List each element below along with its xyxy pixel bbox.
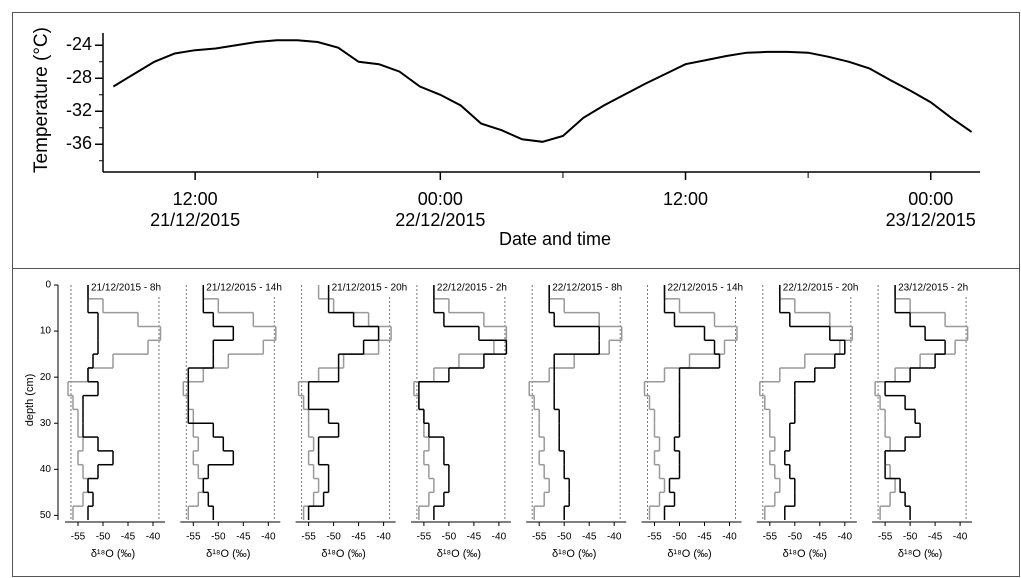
panel-title: 21/12/2015 - 20h <box>332 283 408 294</box>
x-tick-label: -50 <box>96 532 111 543</box>
x-tick-label: -50 <box>788 532 803 543</box>
panel-title: 21/12/2015 - 8h <box>91 283 161 294</box>
x-tick-label: -40 <box>607 532 622 543</box>
y-tick-label: -24 <box>66 34 92 54</box>
x-tick-label: -50 <box>211 532 226 543</box>
x-tick-label: 22/12/2015 <box>395 210 485 230</box>
panel-title: 23/12/2015 - 2h <box>898 283 968 294</box>
y-axis-title: depth (cm) <box>24 374 36 427</box>
x-tick-label: -45 <box>697 532 712 543</box>
x-tick-label: -40 <box>261 532 276 543</box>
x-tick-label: -40 <box>722 532 737 543</box>
x-tick-label: 21/12/2015 <box>150 210 240 230</box>
x-tick-label: -55 <box>417 532 432 543</box>
x-tick-label: -50 <box>326 532 341 543</box>
x-tick-label: 23/12/2015 <box>886 210 976 230</box>
y-tick-label: -32 <box>66 100 92 120</box>
x-tick-label: -40 <box>838 532 853 543</box>
x-tick-label: -45 <box>928 532 943 543</box>
panel-title: 22/12/2015 - 20h <box>783 283 859 294</box>
y-tick-label: 30 <box>40 418 52 429</box>
x-tick-label: -50 <box>903 532 918 543</box>
y-tick-label: 20 <box>40 372 52 383</box>
panel-title: 22/12/2015 - 2h <box>437 283 507 294</box>
y-tick-label: 10 <box>40 326 52 337</box>
x-tick-label: -45 <box>813 532 828 543</box>
title-bg <box>780 282 857 295</box>
x-tick-label: -55 <box>647 532 662 543</box>
x-tick-label: -50 <box>442 532 457 543</box>
x-tick-label: 00:00 <box>418 189 463 209</box>
title-bg <box>434 282 511 295</box>
title-bg <box>550 282 627 295</box>
x-axis-title: δ¹⁸O (‰) <box>321 548 365 560</box>
x-axis-title: δ¹⁸O (‰) <box>206 548 250 560</box>
bottom-frame <box>12 268 1020 577</box>
x-tick-label: -55 <box>532 532 547 543</box>
x-axis-title: δ¹⁸O (‰) <box>91 548 135 560</box>
x-tick-label: -55 <box>878 532 893 543</box>
x-axis-title: δ¹⁸O (‰) <box>437 548 481 560</box>
x-tick-label: -50 <box>672 532 687 543</box>
y-tick-label: 50 <box>40 510 52 521</box>
x-axis-title: δ¹⁸O (‰) <box>552 548 596 560</box>
title-bg <box>329 282 406 295</box>
x-tick-label: -45 <box>351 532 366 543</box>
y-tick-label: -36 <box>66 133 92 153</box>
title-bg <box>204 282 281 295</box>
x-tick-label: -50 <box>557 532 572 543</box>
title-bg <box>896 282 973 295</box>
y-tick-label: -28 <box>66 67 92 87</box>
x-tick-label: 00:00 <box>908 189 953 209</box>
x-tick-label: -40 <box>492 532 507 543</box>
y-axis-title: Temperature (°C) <box>31 27 52 173</box>
x-axis-title: δ¹⁸O (‰) <box>898 548 942 560</box>
x-tick-label: -40 <box>953 532 968 543</box>
x-axis-title: δ¹⁸O (‰) <box>783 548 827 560</box>
x-tick-label: -45 <box>121 532 136 543</box>
x-tick-label: -55 <box>763 532 778 543</box>
x-tick-label: -55 <box>301 532 316 543</box>
x-axis-title: δ¹⁸O (‰) <box>667 548 711 560</box>
panel-title: 22/12/2015 - 14h <box>668 283 744 294</box>
x-tick-label: -45 <box>236 532 251 543</box>
title-bg <box>89 282 165 295</box>
x-tick-label: 12:00 <box>663 189 708 209</box>
temperature-line <box>112 39 973 143</box>
x-tick-label: -45 <box>467 532 482 543</box>
x-tick-label: 12:00 <box>173 189 218 209</box>
y-tick-label: 40 <box>40 464 52 475</box>
panel-title: 21/12/2015 - 14h <box>206 283 282 294</box>
y-tick-label: 0 <box>45 280 51 291</box>
x-tick-label: -55 <box>71 532 86 543</box>
x-tick-label: -40 <box>146 532 161 543</box>
x-tick-label: -45 <box>582 532 597 543</box>
x-tick-label: -40 <box>376 532 391 543</box>
x-axis-title: Date and time <box>499 229 611 249</box>
x-tick-label: -55 <box>186 532 201 543</box>
title-bg <box>665 282 742 295</box>
panel-title: 22/12/2015 - 8h <box>552 283 622 294</box>
